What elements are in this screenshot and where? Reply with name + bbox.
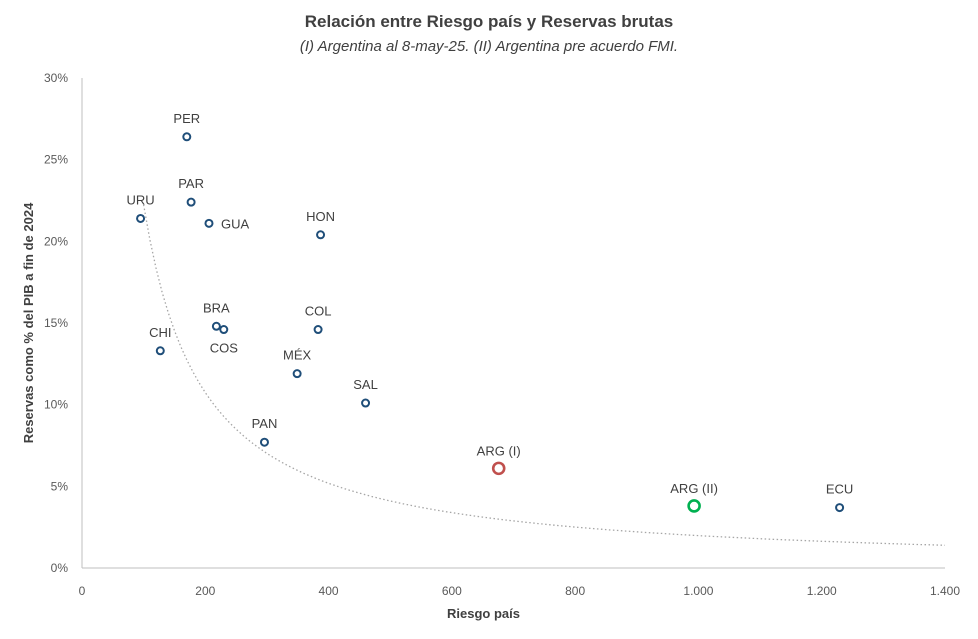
point-label-cos: COS bbox=[210, 341, 239, 356]
x-tick-label: 200 bbox=[195, 584, 215, 598]
y-tick-label: 15% bbox=[44, 316, 68, 330]
y-tick-label: 5% bbox=[51, 479, 69, 493]
y-tick-label: 20% bbox=[44, 234, 68, 248]
point-label-hon: HON bbox=[306, 209, 335, 224]
point-label-chi: CHI bbox=[149, 325, 171, 340]
point-label-uru: URU bbox=[126, 192, 154, 207]
x-tick-label: 1.200 bbox=[807, 584, 837, 598]
x-axis-title: Riesgo país bbox=[447, 606, 520, 621]
point-gua bbox=[204, 218, 214, 228]
x-tick-label: 1.000 bbox=[683, 584, 713, 598]
point-m-x bbox=[292, 369, 302, 379]
point-hon bbox=[316, 230, 326, 240]
axes: 0% 5% 10% 15% 20% 25% 30% 0 200 400 600 800 1.000 1.2… bbox=[44, 71, 960, 598]
point-arg-i bbox=[491, 461, 506, 476]
x-tick-label: 600 bbox=[442, 584, 462, 598]
point-label-pan: PAN bbox=[252, 416, 278, 431]
point-cos bbox=[219, 325, 229, 335]
point-ecu bbox=[835, 503, 845, 513]
y-tick-label: 0% bbox=[51, 561, 69, 575]
trendline bbox=[142, 204, 946, 546]
point-par bbox=[186, 197, 196, 207]
point-label-ecu: ECU bbox=[826, 482, 853, 497]
y-tick-label: 30% bbox=[44, 71, 68, 85]
y-tick-label: 25% bbox=[44, 153, 68, 167]
point-label-col: COL bbox=[305, 304, 332, 319]
x-tick-label: 800 bbox=[565, 584, 585, 598]
point-pan bbox=[259, 437, 269, 447]
point-label-per: PER bbox=[173, 111, 200, 126]
point-chi bbox=[155, 346, 165, 356]
x-tick-label: 1.400 bbox=[930, 584, 960, 598]
point-label-par: PAR bbox=[178, 176, 204, 191]
point-sal bbox=[361, 398, 371, 408]
x-tick-label: 400 bbox=[319, 584, 339, 598]
point-label-bra: BRA bbox=[203, 300, 230, 315]
point-label-sal: SAL bbox=[353, 377, 378, 392]
point-uru bbox=[136, 213, 146, 223]
y-axis-title: Reservas como % del PIB a fin de 2024 bbox=[21, 202, 36, 443]
point-bra bbox=[211, 321, 221, 331]
y-tick-label: 10% bbox=[44, 398, 68, 412]
point-label-gua: GUA bbox=[221, 216, 250, 231]
point-col bbox=[313, 325, 323, 335]
point-per bbox=[182, 132, 192, 142]
point-label-arg-ii: ARG (II) bbox=[670, 481, 718, 496]
x-tick-label: 0 bbox=[79, 584, 86, 598]
data-points: PER PAR URU GUA HON BRA COS COL CHI MÉX SAL PAN ARG … bbox=[126, 111, 853, 513]
chart-title: Relación entre Riesgo país y Reservas br… bbox=[304, 12, 674, 31]
point-arg-ii bbox=[687, 499, 701, 513]
point-label-m-x: MÉX bbox=[283, 348, 312, 363]
chart-subtitle: (I) Argentina al 8-may-25. (II) Argentin… bbox=[299, 38, 679, 55]
point-label-arg-i: ARG (I) bbox=[477, 443, 521, 458]
